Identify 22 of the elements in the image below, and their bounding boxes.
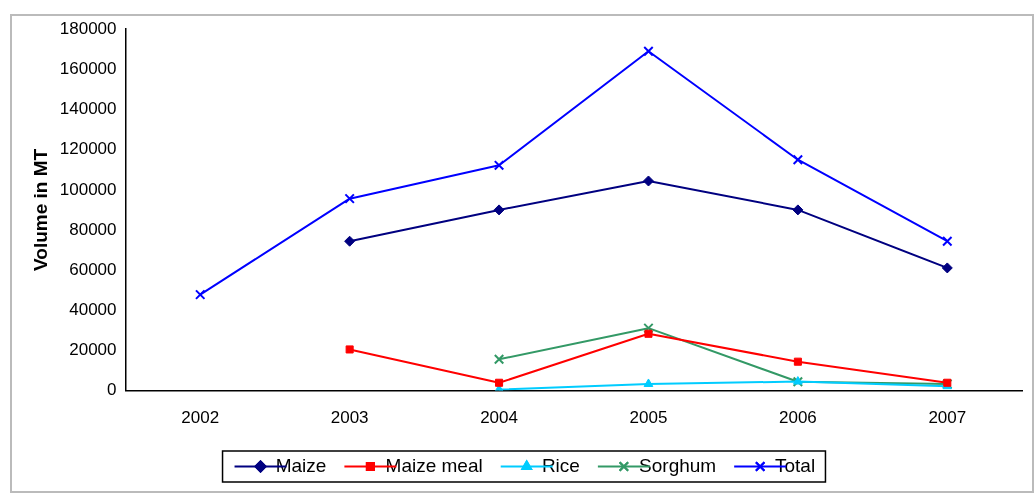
legend-label: Maize meal [353, 454, 483, 476]
x-tick-label: 2002 [181, 408, 220, 428]
x-tick-label: 2006 [778, 408, 817, 428]
legend-label: Total [743, 454, 816, 476]
y-tick-label: 80000 [69, 219, 117, 239]
x-tick-label: 2003 [330, 408, 369, 428]
y-tick-label: 120000 [59, 139, 117, 159]
y-tick-label: 180000 [59, 18, 117, 38]
y-tick-label: 160000 [59, 59, 117, 79]
y-tick-label: 100000 [59, 179, 117, 199]
y-tick-label: 60000 [69, 259, 117, 279]
y-axis-title: Volume in MT [29, 148, 51, 271]
x-tick-label: 2004 [480, 408, 518, 428]
legend-label: Rice [510, 454, 580, 476]
legend-label: Maize [244, 454, 327, 476]
x-tick-label: 2005 [629, 408, 668, 428]
legend-label: Sorghum [607, 454, 717, 476]
y-tick-label: 40000 [69, 299, 117, 319]
y-tick-label: 0 [107, 380, 117, 400]
y-tick-label: 140000 [59, 99, 117, 119]
x-tick-label: 2007 [928, 408, 967, 428]
y-tick-label: 20000 [69, 340, 117, 360]
